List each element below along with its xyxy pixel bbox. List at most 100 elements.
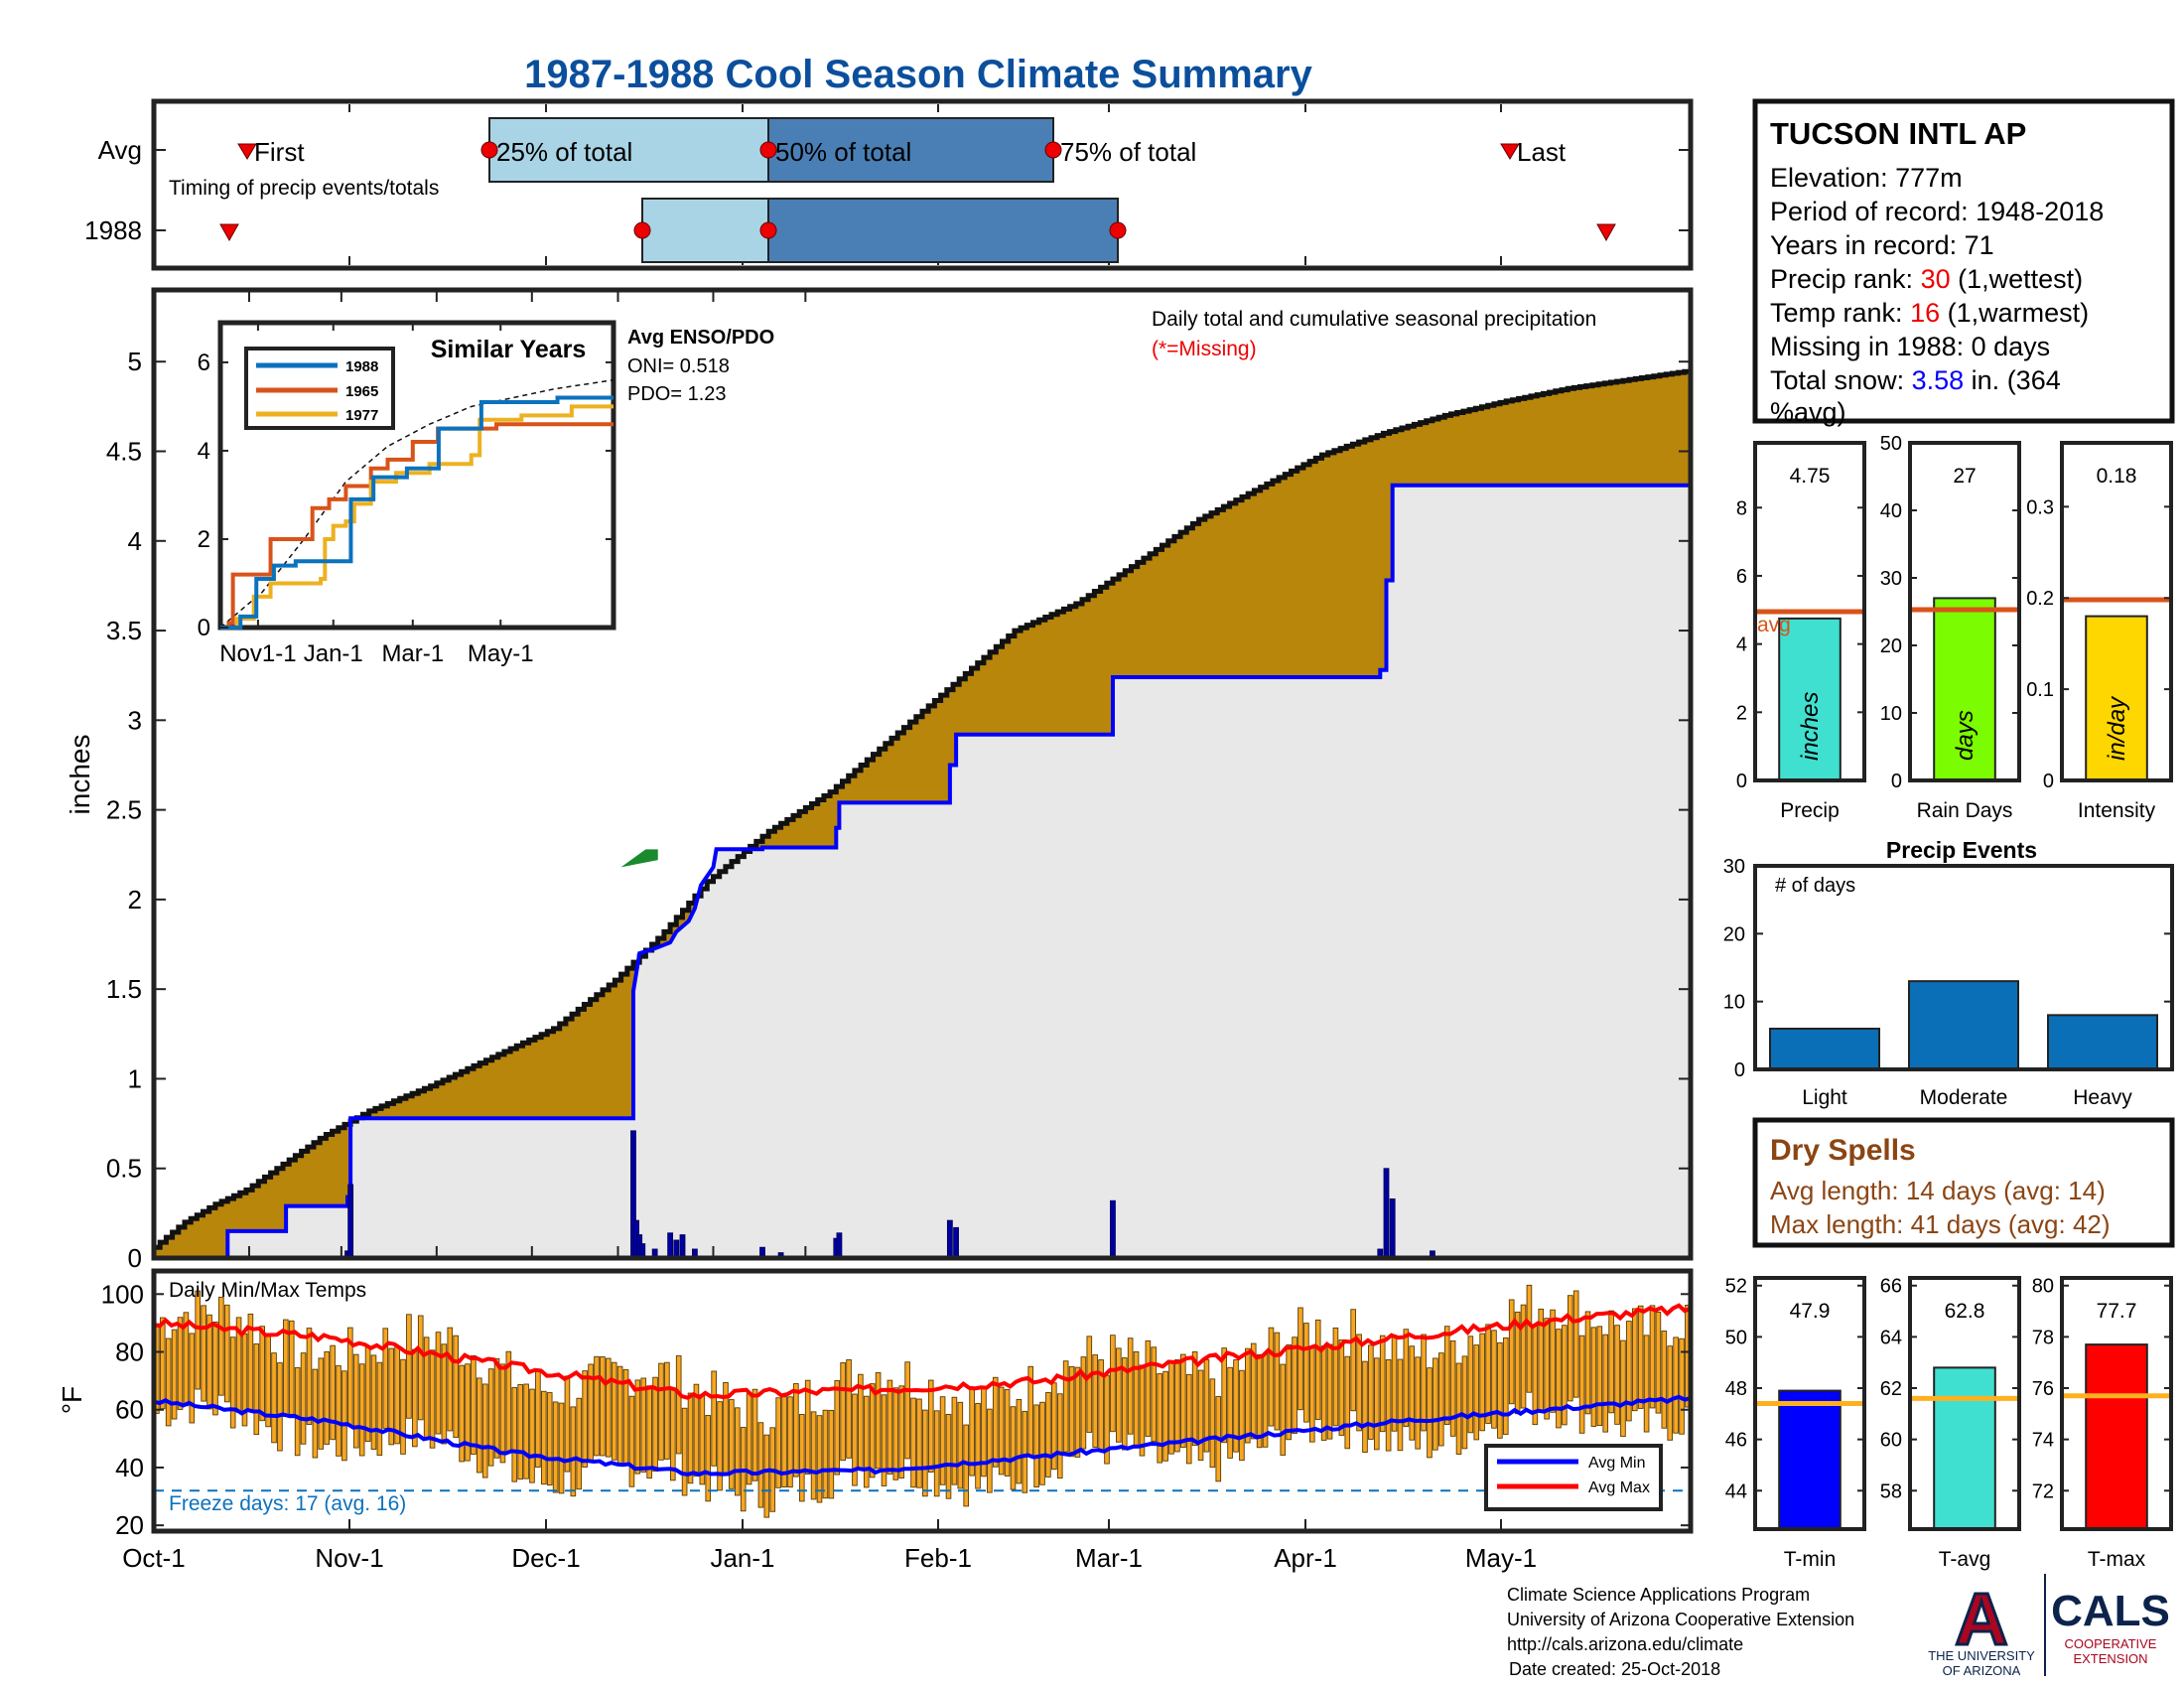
temp-ylabel: °F — [57, 1386, 87, 1414]
daily-temp-bar — [705, 1415, 712, 1502]
daily-temp-bar — [675, 1355, 682, 1455]
precip-events-panel: Precip Events Light Moderate Heavy0102030 … — [1723, 837, 2174, 1109]
daily-temp-bar — [1655, 1311, 1662, 1414]
tmax-panel-xlabel: T-max — [2088, 1548, 2146, 1571]
tmin-panel-ytick-label: 46 — [1725, 1430, 1747, 1452]
daily-temp-bar — [898, 1385, 905, 1478]
daily-temp-bar — [1022, 1410, 1028, 1493]
daily-temp-bar — [1626, 1321, 1632, 1422]
daily-temp-bar — [640, 1377, 647, 1473]
daily-temp-bar — [1286, 1344, 1292, 1441]
tmax-panel: 72 74 76 78 80 77.7 T-max — [2032, 1276, 2173, 1571]
tmin-panel-xlabel: T-min — [1784, 1548, 1837, 1571]
daily-temp-bar — [265, 1333, 271, 1428]
tavg-panel-ytick-label: 60 — [1880, 1430, 1902, 1452]
daily-temp-bar — [1303, 1323, 1309, 1423]
tavg-panel-ytick-label: 62 — [1880, 1378, 1902, 1400]
month-label: May-1 — [1465, 1543, 1537, 1573]
daily-temp-bar — [552, 1401, 559, 1493]
tmax-panel-ytick-label: 76 — [2032, 1378, 2054, 1400]
tmax-panel-frame — [2060, 1276, 2173, 1531]
daily-temp-bar — [318, 1357, 325, 1450]
daily-temp-bar — [223, 1304, 230, 1403]
daily-temp-bar — [1191, 1351, 1198, 1447]
daily-temp-bar — [294, 1366, 301, 1457]
daily-temp-bar — [412, 1348, 418, 1448]
daily-temp-bar — [453, 1335, 459, 1439]
years-line: Years in record: 71 — [1770, 230, 1994, 260]
avg-min-line — [153, 1394, 1692, 1477]
daily-temp-bar — [611, 1361, 617, 1461]
avg-cumulative-line — [154, 368, 1694, 1250]
dry-spells-avg: Avg length: 14 days (avg: 14) — [1770, 1176, 2106, 1205]
daily-temp-bar — [1068, 1365, 1075, 1458]
legend-avg-min: Avg Min — [1588, 1455, 1646, 1472]
events-title: Precip Events — [1886, 837, 2037, 863]
daily-temp-bar — [628, 1395, 635, 1487]
daily-temp-bar — [1356, 1334, 1362, 1432]
footer-line-4: Date created: 25-Oct-2018 — [1509, 1659, 1720, 1679]
daily-temp-bar — [734, 1407, 741, 1496]
daily-temp-bar — [206, 1314, 212, 1410]
daily-precip-bar — [667, 1232, 674, 1259]
avg-75-marker — [1044, 141, 1062, 159]
daily-temp-bar — [594, 1355, 600, 1457]
daily-temp-bar — [1373, 1357, 1380, 1451]
daily-temp-bar — [358, 1363, 365, 1457]
daily-temp-bar — [1479, 1333, 1485, 1432]
tavg-panel: 58 60 62 64 66 62.8 T-avg — [1880, 1276, 2021, 1571]
inset-ytick-label: 2 — [198, 526, 210, 553]
daily-temp-bar — [1461, 1355, 1468, 1450]
daily-temp-bar — [1643, 1335, 1650, 1433]
yr-50-marker — [759, 221, 777, 239]
daily-temp-bar — [564, 1375, 571, 1473]
daily-temp-bar — [1526, 1284, 1533, 1393]
yr-25-marker — [633, 221, 651, 239]
daily-temp-bar — [1250, 1342, 1257, 1440]
raindays-panel-inner-label: days — [1952, 710, 1979, 761]
daily-temp-bar — [1673, 1336, 1679, 1434]
period-value: 1948-2018 — [1976, 197, 2104, 226]
daily-temp-bar — [1227, 1366, 1233, 1459]
inset-avg-line — [219, 378, 614, 629]
avg-50-marker — [759, 141, 777, 159]
tavg-panel-bar — [1933, 1366, 1996, 1531]
daily-precip-bar — [1383, 1168, 1390, 1259]
daily-temp-bar — [195, 1290, 202, 1390]
surplus-fill — [620, 849, 658, 868]
daily-temp-bar — [1379, 1335, 1386, 1433]
daily-temp-bar — [1010, 1406, 1017, 1490]
daily-temp-bar — [306, 1328, 313, 1425]
raindays-panel-ytick-label: 20 — [1880, 635, 1902, 657]
intensity-panel-xlabel: Intensity — [2078, 799, 2156, 822]
daily-temp-bar — [711, 1370, 717, 1467]
daily-temp-bar — [1350, 1309, 1356, 1412]
daily-temp-bar — [324, 1350, 331, 1445]
raindays-panel: 0 10 20 30 40 50 27 days Rain Days — [1880, 433, 2021, 822]
daily-temp-bar — [1520, 1304, 1527, 1409]
events-label: # of days — [1775, 875, 1855, 897]
tmin-panel-ytick-label: 52 — [1725, 1276, 1747, 1298]
cals-logo: CALS COOPERATIVE EXTENSION — [2051, 1587, 2170, 1666]
temp-rank-line: Temp rank: 16 (1,warmest) — [1770, 298, 2089, 328]
footer-line-1: Climate Science Applications Program — [1507, 1585, 1810, 1605]
station-name: TUCSON INTL AP — [1770, 116, 2026, 151]
daily-temp-bar — [605, 1357, 612, 1458]
first-label: First — [254, 137, 305, 167]
daily-temp-bar — [253, 1343, 260, 1436]
pct75-label: 75% of total — [1060, 137, 1196, 167]
daily-temp-bar — [1074, 1366, 1081, 1458]
daily-temp-bar — [975, 1403, 981, 1489]
daily-temp-bar — [1590, 1327, 1597, 1427]
daily-temp-bar — [1443, 1326, 1450, 1425]
daily-temp-bar — [1415, 1356, 1421, 1450]
daily-temp-bar — [757, 1422, 764, 1508]
daily-temp-bar — [1016, 1398, 1023, 1484]
daily-temp-bar — [1550, 1309, 1556, 1413]
elevation-label: Elevation: — [1770, 163, 1888, 193]
daily-temp-bar — [658, 1362, 664, 1461]
daily-temp-bar — [1502, 1337, 1509, 1435]
main-ytick-label: 4.5 — [106, 437, 142, 467]
daily-temp-bar — [1274, 1332, 1281, 1431]
daily-temp-bar — [1344, 1355, 1351, 1450]
